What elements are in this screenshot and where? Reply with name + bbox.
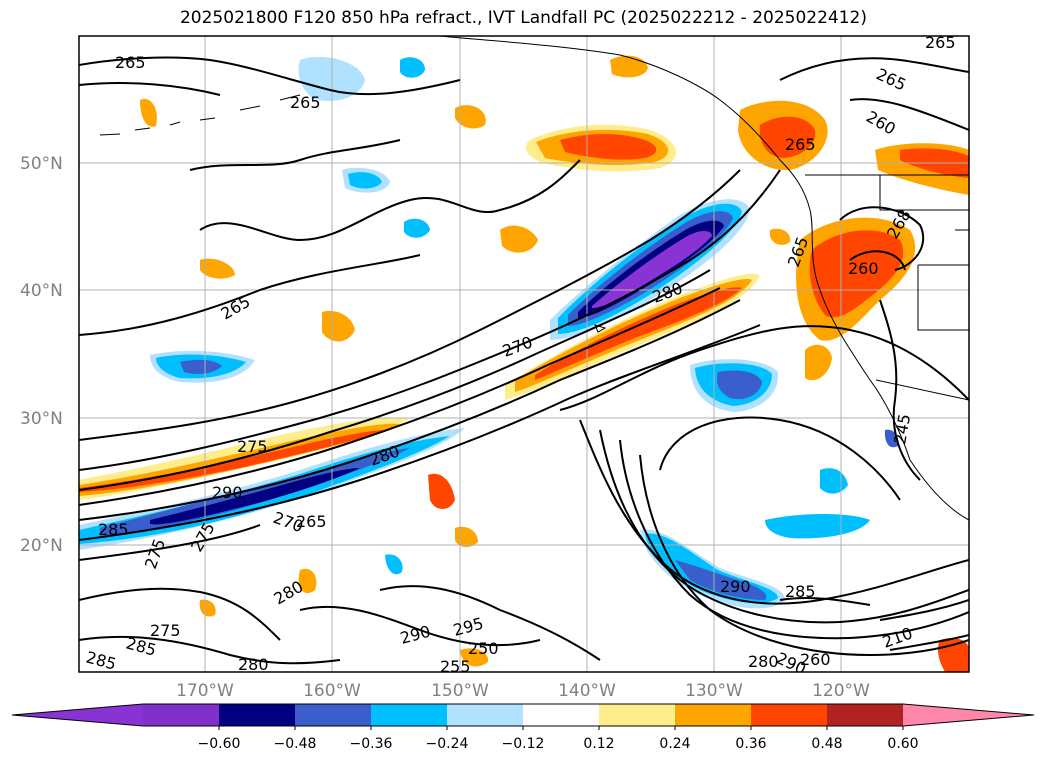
lon-label: 130°W <box>685 681 743 701</box>
colorbar-extend-high <box>903 704 1034 726</box>
colorbar-tick-label: 0.12 <box>583 736 614 752</box>
colorbar-tick-label: 0.24 <box>659 736 690 752</box>
colorbar-segment <box>827 704 904 726</box>
colorbar-segment <box>219 704 296 726</box>
contour-label: 275 <box>237 437 268 456</box>
contour-label: 260 <box>848 259 879 278</box>
latitude-labels: 50°N 40°N 30°N 20°N <box>20 154 63 556</box>
colorbar-tick-label: −0.36 <box>350 736 393 752</box>
colorbar-tick-label: −0.24 <box>426 736 469 752</box>
contour-label: 275 <box>150 621 181 640</box>
lat-label: 50°N <box>20 154 63 174</box>
contour-label: 265 <box>296 512 327 531</box>
contour-label: 285 <box>785 582 816 601</box>
coastlines <box>99 36 969 521</box>
contour-label: 260 <box>800 650 831 669</box>
contour-label: 280 <box>748 652 779 671</box>
lon-label: 150°W <box>431 681 489 701</box>
colorbar-tick-label: −0.12 <box>502 736 545 752</box>
map-plot-area: 265 265 265 265 260 265 265 260 268 265 … <box>79 33 969 676</box>
contour-label: 285 <box>98 520 129 539</box>
contour-label: 280 <box>238 655 269 674</box>
colorbar-segment <box>371 704 448 726</box>
colorbar-tick-label: −0.48 <box>274 736 317 752</box>
colorbar-outline <box>11 703 1035 727</box>
colorbar-segment <box>599 704 676 726</box>
lat-label: 20°N <box>20 536 63 556</box>
map-title: 2025021800 F120 850 hPa refract., IVT La… <box>179 8 867 28</box>
colorbar-segment <box>447 704 524 726</box>
lon-label: 170°W <box>176 681 234 701</box>
colorbar-tick-label: 0.48 <box>811 736 842 752</box>
colorbar-extend-low <box>12 704 143 726</box>
colorbar-tick-label: 0.36 <box>735 736 766 752</box>
colorbar-tick-label: −0.60 <box>198 736 241 752</box>
lat-label: 40°N <box>20 281 63 301</box>
colorbar-segment <box>295 704 372 726</box>
colorbar: −0.60 −0.48 −0.36 −0.24 −0.12 0.12 0.24 0.36 0.4… <box>11 703 1035 752</box>
colorbar-segment <box>675 704 752 726</box>
lat-label: 30°N <box>20 409 63 429</box>
contour-label: 265 <box>925 33 956 52</box>
lon-label: 120°W <box>812 681 870 701</box>
contour-label: 250 <box>468 639 499 658</box>
lon-label: 160°W <box>303 681 361 701</box>
lon-label: 140°W <box>558 681 616 701</box>
contour-label: 265 <box>290 93 321 112</box>
graticule <box>79 36 969 672</box>
contour-label: 290 <box>720 577 751 596</box>
contour-label: 265 <box>115 53 146 72</box>
refractivity-contours <box>79 56 969 665</box>
colorbar-tick-label: 0.60 <box>887 736 918 752</box>
map-frame <box>78 35 970 673</box>
contour-label: 265 <box>785 135 816 154</box>
contour-label: 290 <box>212 483 243 502</box>
contour-label: 255 <box>440 657 471 676</box>
colorbar-segment <box>751 704 828 726</box>
colorbar-segment <box>143 704 220 726</box>
longitude-labels: 170°W 160°W 150°W 140°W 130°W 120°W <box>176 681 870 701</box>
colorbar-segment <box>523 704 600 726</box>
